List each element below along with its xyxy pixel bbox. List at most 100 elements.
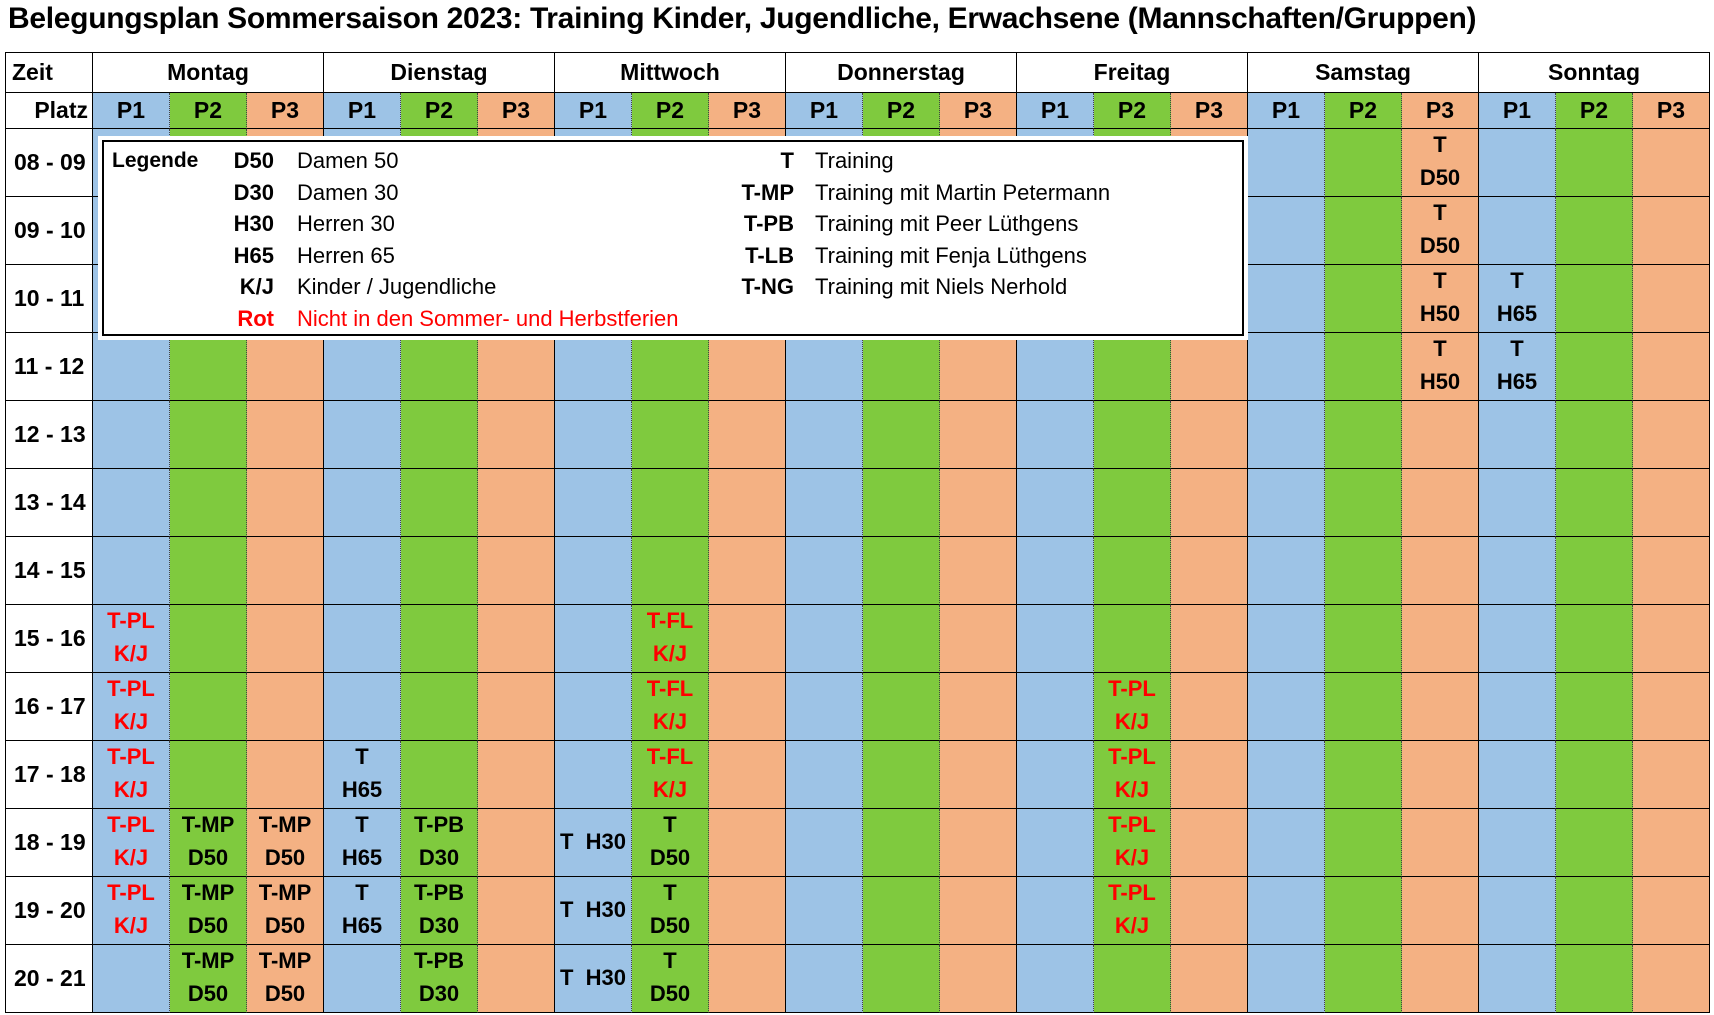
court-slot <box>1325 265 1402 333</box>
booking-text: D50 <box>649 913 691 938</box>
booking-text: K/J <box>113 777 149 802</box>
court-slot <box>1633 129 1710 197</box>
court-slot: T-PB D30 <box>401 945 478 1013</box>
court-slot <box>555 469 632 537</box>
booking-text: K/J <box>113 913 149 938</box>
court-slot <box>1171 469 1248 537</box>
court-slot <box>1248 605 1325 673</box>
time-slot: 16 - 17 <box>5 673 93 741</box>
court-slot <box>401 469 478 537</box>
court-slot <box>478 605 555 673</box>
court-slot: T-PL K/J <box>93 605 170 673</box>
booking-text: K/J <box>1114 913 1150 938</box>
booking-text: T-FL <box>646 608 694 633</box>
court-slot: T H30 <box>555 877 632 945</box>
booking-text: K/J <box>652 709 688 734</box>
court-slot <box>1171 401 1248 469</box>
court-slot <box>1479 537 1556 605</box>
court-slot <box>247 333 324 401</box>
time-slot: 13 - 14 <box>5 469 93 537</box>
court-header: P1 <box>1248 93 1325 129</box>
legend-text: Training mit Niels Nerhold <box>815 274 1068 299</box>
court-slot <box>1017 809 1094 877</box>
court-slot <box>709 469 786 537</box>
court-slot: T-FL K/J <box>632 741 709 809</box>
booking-text: T-PL <box>1108 812 1156 837</box>
court-header: P1 <box>555 93 632 129</box>
booking-text: D50 <box>264 981 306 1006</box>
time-slot: 18 - 19 <box>5 809 93 877</box>
court-slot <box>1556 265 1633 333</box>
legend-code: D50 <box>233 148 274 173</box>
court-slot <box>401 401 478 469</box>
booking-text: D50 <box>187 913 229 938</box>
table-border <box>5 52 1710 53</box>
court-slot <box>1556 401 1633 469</box>
court-slot <box>555 401 632 469</box>
court-slot <box>1402 401 1479 469</box>
court-slot <box>1556 333 1633 401</box>
court-slot <box>1325 469 1402 537</box>
booking-text: D50 <box>264 913 306 938</box>
court-slot <box>1017 877 1094 945</box>
booking-text: D50 <box>649 845 691 870</box>
court-slot <box>1171 741 1248 809</box>
court-slot <box>170 673 247 741</box>
booking-text: D50 <box>1419 233 1461 258</box>
legend-text: Herren 30 <box>297 211 395 236</box>
court-header: P3 <box>478 93 555 129</box>
booking-text: D50 <box>1419 165 1461 190</box>
court-slot <box>1171 333 1248 401</box>
booking-text: T H30 <box>559 965 627 990</box>
legend-text: Training mit Martin Petermann <box>815 179 1111 205</box>
court-slot <box>170 605 247 673</box>
court-slot <box>1402 605 1479 673</box>
court-slot <box>555 537 632 605</box>
court-slot <box>1633 741 1710 809</box>
court-slot <box>1633 265 1710 333</box>
court-slot <box>1479 945 1556 1013</box>
court-slot <box>1017 537 1094 605</box>
court-slot <box>1633 877 1710 945</box>
legend-title: Legende <box>112 149 199 172</box>
booking-text: T-PL <box>107 608 155 633</box>
court-slot <box>1248 197 1325 265</box>
court-slot: T D50 <box>1402 129 1479 197</box>
booking-text: T-PL <box>1108 676 1156 701</box>
court-slot <box>709 877 786 945</box>
legend-code: T-MP <box>741 179 794 205</box>
court-slot: T D50 <box>632 877 709 945</box>
sheet-title: Belegungsplan Sommersaison 2023: Trainin… <box>8 2 1477 35</box>
court-slot <box>786 469 863 537</box>
day-header: Dienstag <box>324 52 555 93</box>
court-slot <box>786 333 863 401</box>
court-slot: T H65 <box>324 741 401 809</box>
court-slot <box>1633 945 1710 1013</box>
court-slot <box>247 605 324 673</box>
court-slot <box>1633 197 1710 265</box>
court-slot <box>1094 469 1171 537</box>
booking-text: T-MP <box>258 948 312 973</box>
court-slot <box>1556 197 1633 265</box>
court-header: P1 <box>786 93 863 129</box>
court-slot <box>1325 401 1402 469</box>
court-slot: T H65 <box>1479 333 1556 401</box>
booking-text: K/J <box>113 709 149 734</box>
booking-text: K/J <box>1114 845 1150 870</box>
court-slot <box>786 537 863 605</box>
court-slot <box>401 673 478 741</box>
court-slot <box>324 537 401 605</box>
booking-text: T-PL <box>107 880 155 905</box>
booking-text: H65 <box>1496 369 1538 394</box>
court-slot <box>478 401 555 469</box>
court-slot <box>93 537 170 605</box>
court-slot <box>940 741 1017 809</box>
court-slot <box>1479 673 1556 741</box>
legend-code: T-PB <box>743 211 794 236</box>
booking-text: T-PL <box>1108 744 1156 769</box>
booking-text: T <box>663 880 677 905</box>
time-slot: 19 - 20 <box>5 877 93 945</box>
day-header: Samstag <box>1248 52 1479 93</box>
booking-text: T-MP <box>181 880 235 905</box>
